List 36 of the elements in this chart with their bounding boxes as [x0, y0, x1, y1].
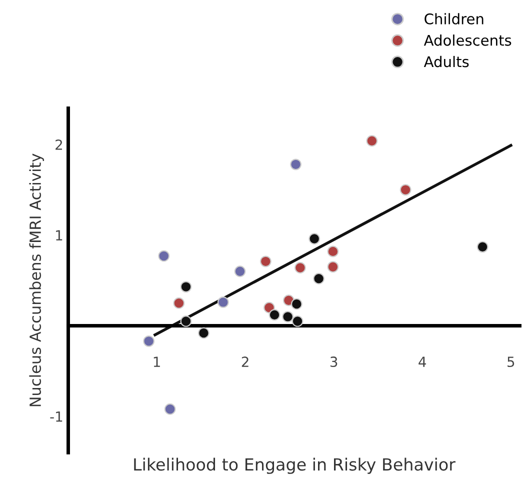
x-tick-label: 4	[418, 356, 426, 367]
y-tick-label: 1	[56, 230, 62, 240]
point	[327, 246, 339, 258]
point	[180, 316, 192, 327]
point	[327, 261, 339, 273]
point	[158, 250, 170, 262]
x-tick-label: 3	[330, 356, 338, 368]
x-tick-label: 5	[508, 356, 514, 368]
x-axis-title: Likelihood to Engage in Risky Behavior	[134, 458, 456, 474]
y-axis-title: Nucleus Accumbens fMRI Activity	[29, 154, 44, 406]
x-tick-label: 1	[154, 356, 160, 367]
x-tick-label: 2	[242, 356, 248, 367]
legend-label: Adolescents	[424, 34, 512, 46]
point	[217, 296, 229, 308]
point	[476, 241, 488, 253]
point	[366, 135, 378, 147]
y-tick-label: 2	[56, 139, 62, 150]
point	[198, 327, 210, 339]
legend-label: Children	[424, 13, 484, 24]
point	[173, 297, 185, 309]
point	[260, 256, 272, 268]
point	[313, 272, 324, 284]
legend-label: Adults	[424, 56, 469, 68]
point	[164, 403, 176, 415]
y-tick-label: -1	[50, 412, 62, 422]
point	[180, 281, 192, 292]
point	[282, 310, 294, 322]
point	[234, 266, 246, 278]
point	[290, 158, 302, 170]
point	[143, 335, 155, 347]
point	[308, 233, 320, 244]
point	[268, 309, 280, 321]
point	[290, 298, 302, 310]
point	[294, 262, 306, 274]
point	[292, 316, 304, 327]
point	[400, 184, 412, 196]
